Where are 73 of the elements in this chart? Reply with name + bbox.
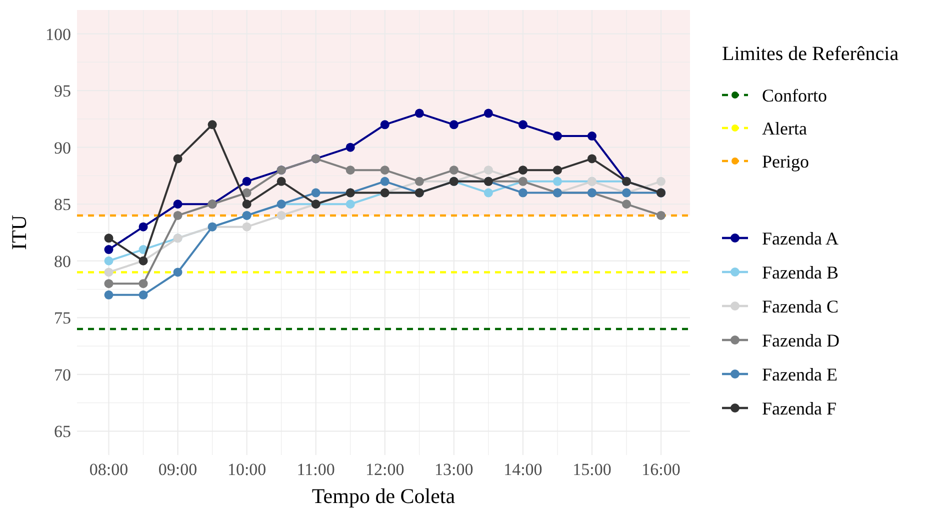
point [518, 120, 528, 130]
point [414, 108, 424, 118]
legend-title: Limites de Referência [722, 43, 899, 65]
legend-label: Fazenda D [762, 330, 840, 350]
point [346, 166, 355, 175]
point [276, 210, 286, 220]
point [173, 210, 182, 220]
point [484, 188, 493, 198]
x-tick-label: 11:00 [296, 460, 335, 479]
x-tick-label: 16:00 [642, 460, 680, 479]
point [346, 142, 355, 152]
x-tick-label: 10:00 [227, 460, 266, 479]
point [656, 210, 666, 220]
point [587, 154, 596, 164]
point [104, 234, 114, 243]
x-tick-label: 15:00 [572, 460, 612, 479]
point [587, 132, 596, 141]
legend-label: Fazenda A [762, 228, 838, 248]
x-tick-label: 12:00 [366, 460, 404, 479]
point [276, 176, 286, 186]
point [242, 222, 252, 232]
y-axis-title: ITU [7, 215, 31, 250]
point [104, 279, 114, 288]
legend-label: Conforto [762, 85, 827, 106]
y-tick-label: 75 [54, 308, 71, 328]
x-tick-label: 09:00 [158, 460, 198, 479]
point [311, 188, 320, 198]
point [242, 176, 252, 186]
y-tick-label: 70 [54, 365, 71, 384]
point [484, 166, 493, 175]
point [552, 166, 562, 175]
point [173, 268, 182, 277]
point [104, 290, 114, 300]
point [173, 200, 182, 209]
point [208, 120, 217, 130]
point [518, 188, 528, 198]
point [552, 132, 562, 141]
y-tick-label: 90 [54, 138, 71, 158]
point [552, 176, 562, 186]
point [449, 120, 458, 130]
legend-label: Fazenda E [762, 364, 838, 384]
point [518, 166, 528, 175]
point [380, 166, 390, 175]
legend-label: Fazenda F [762, 398, 836, 418]
point [242, 188, 252, 198]
legend-label: Alerta [762, 118, 807, 138]
point [656, 176, 666, 186]
point [346, 200, 355, 209]
x-tick-label: 13:00 [434, 460, 474, 479]
x-tick-label: 08:00 [89, 460, 128, 479]
y-tick-label: 65 [54, 422, 71, 442]
x-tick-label: 14:00 [504, 460, 542, 479]
point [104, 245, 114, 254]
legend-label: Fazenda C [762, 296, 838, 316]
point [380, 176, 390, 186]
x-axis-title: Tempo de Coleta [312, 484, 456, 508]
legend-label: Perigo [762, 151, 809, 172]
point [380, 120, 390, 130]
point [138, 279, 148, 288]
y-tick-label: 100 [46, 24, 71, 44]
legend-label: Fazenda B [762, 262, 838, 282]
y-tick-label: 85 [54, 195, 71, 214]
y-tick-label: 95 [54, 82, 71, 101]
point [138, 290, 148, 300]
point [622, 200, 631, 209]
y-tick-label: 80 [54, 252, 71, 271]
point [449, 166, 458, 175]
point [484, 108, 493, 118]
point [173, 154, 182, 164]
point [104, 268, 114, 277]
point [242, 200, 252, 209]
point [104, 256, 114, 266]
point [138, 222, 148, 232]
